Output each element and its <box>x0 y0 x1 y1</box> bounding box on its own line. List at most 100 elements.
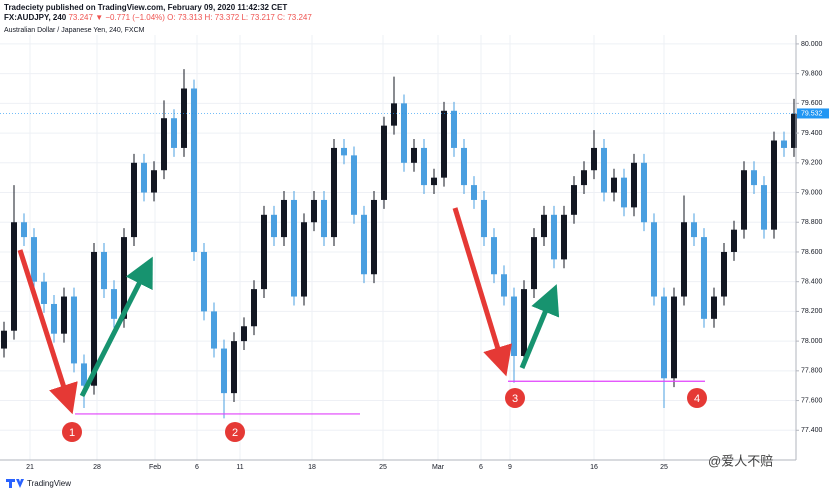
x-tick-label: 25 <box>660 464 668 471</box>
candle-body <box>591 147 597 171</box>
candle-body <box>731 229 737 252</box>
candle-body <box>281 199 287 238</box>
y-tick-label: 79.400 <box>801 130 823 137</box>
y-tick-label: 79.600 <box>801 100 823 107</box>
candle-body <box>11 222 17 331</box>
candle-body <box>441 110 447 178</box>
y-tick-label: 77.600 <box>801 397 823 404</box>
candle-body <box>241 326 247 342</box>
candle-body <box>41 281 47 304</box>
candle-body <box>631 162 637 208</box>
marker-label: 3 <box>512 393 518 405</box>
candle-body <box>671 296 677 379</box>
candle-body <box>691 222 697 238</box>
candle-body <box>301 222 307 297</box>
candle-body <box>701 237 707 319</box>
x-tick-label: 18 <box>308 464 316 471</box>
candle-body <box>111 289 117 319</box>
price: 73.247 <box>68 13 93 22</box>
candle-body <box>131 162 137 238</box>
candle-body <box>271 214 277 238</box>
candle-body <box>451 110 457 148</box>
publisher: Tradeciety published on TradingView.com,… <box>4 3 288 12</box>
y-tick-label: 78.600 <box>801 249 823 256</box>
marker-label: 1 <box>69 427 75 439</box>
candle-body <box>371 199 377 275</box>
y-tick-label: 78.000 <box>801 338 823 345</box>
candle-body <box>471 185 477 200</box>
marker-circle <box>62 422 82 442</box>
candle-body <box>771 140 777 230</box>
candle-body <box>721 251 727 297</box>
candle-body <box>411 147 417 163</box>
marker-circle <box>225 422 245 442</box>
up-arrow <box>79 256 153 398</box>
candle-body <box>121 237 127 319</box>
candle-body <box>331 147 337 238</box>
x-tick-label: 21 <box>26 464 34 471</box>
candle-body <box>181 88 187 148</box>
candle-body <box>481 199 487 238</box>
candle-body <box>31 237 37 282</box>
candle-body <box>21 222 27 238</box>
candle-body <box>261 214 267 290</box>
candle-body <box>421 147 427 186</box>
y-tick-label: 77.400 <box>801 427 823 434</box>
ohlc-high: H: 73.372 <box>204 13 240 22</box>
candle-body <box>391 103 397 126</box>
candle-body <box>461 147 467 186</box>
y-tick-label: 80.000 <box>801 41 823 48</box>
candle-body <box>601 147 607 193</box>
symbol: FX:AUDJPY, 240 <box>4 13 67 22</box>
x-tick-label: 9 <box>508 464 512 471</box>
candle-body <box>101 251 107 290</box>
x-tick-label: 6 <box>195 464 199 471</box>
x-tick-label: 6 <box>479 464 483 471</box>
candle-body <box>141 162 147 193</box>
candle-body <box>291 199 297 297</box>
marker-circle <box>687 388 707 408</box>
candle-body <box>91 251 97 386</box>
candle-body <box>741 170 747 230</box>
candle-body <box>521 289 527 356</box>
candle-body <box>251 289 257 327</box>
candle-body <box>191 88 197 252</box>
marker-circle <box>505 388 525 408</box>
marker-label: 4 <box>694 393 700 405</box>
candle-body <box>791 113 797 148</box>
candle-body <box>201 251 207 312</box>
candle-body <box>51 303 57 334</box>
candle-body <box>351 155 357 215</box>
candle-body <box>61 296 67 334</box>
candle-body <box>611 177 617 193</box>
candle-body <box>211 311 217 349</box>
legend-line: FX:AUDJPY, 240 73.247 ▼ −0.771 (−1.04%) … <box>4 13 312 22</box>
candle-body <box>321 199 327 238</box>
candle-body <box>171 118 177 148</box>
candle-body <box>491 237 497 275</box>
candle-body <box>761 185 767 230</box>
candle-body <box>401 103 407 163</box>
candle-body <box>541 214 547 238</box>
ohlc-low: L: 73.217 <box>241 13 275 22</box>
logo <box>6 479 24 488</box>
candle-body <box>431 177 437 186</box>
up-arrow <box>519 284 560 369</box>
change: ▼ −0.771 (−1.04%) <box>95 13 165 22</box>
candle-body <box>781 140 787 148</box>
marker-label: 2 <box>232 427 238 439</box>
candle-body <box>311 199 317 223</box>
x-tick-label: Feb <box>149 464 161 471</box>
candle-body <box>361 214 367 275</box>
y-tick-label: 79.800 <box>801 70 823 77</box>
chart-title: Australian Dollar / Japanese Yen, 240, F… <box>4 27 145 34</box>
y-tick-label: 79.000 <box>801 189 823 196</box>
y-tick-label: 78.400 <box>801 279 823 286</box>
y-tick-label: 77.800 <box>801 368 823 375</box>
last-price-box <box>797 108 829 119</box>
candle-body <box>561 214 567 260</box>
candle-body <box>581 170 587 186</box>
y-tick-label: 79.200 <box>801 160 823 167</box>
